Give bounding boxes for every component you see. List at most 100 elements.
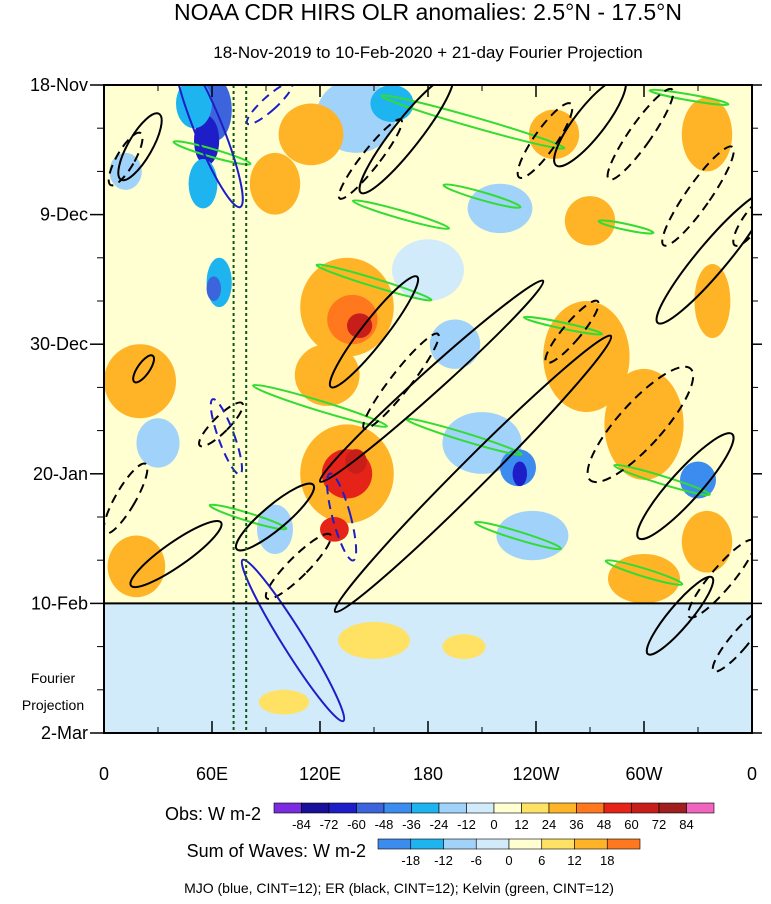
er-contour-positive: [655, 190, 752, 325]
x-axis: 0 60E 120E 180 120W 60W 0: [99, 85, 757, 784]
mjo-contour-negative: [326, 472, 358, 562]
obs-colorbar-tick-label: 36: [569, 817, 583, 832]
obs-colorbar-swatch: [273, 802, 302, 814]
waves-colorbar-tick-label: -6: [470, 853, 482, 868]
waves-colorbar-swatch: [541, 838, 575, 850]
projection-label-line2: Projection: [22, 697, 84, 713]
mjo-contour-positive: [173, 85, 244, 209]
olr-anomaly-blob: [442, 412, 522, 474]
obs-colorbar-swatch: [466, 802, 495, 814]
obs-colorbar-tick-label: 84: [679, 817, 693, 832]
olr-anomaly-blob: [467, 183, 533, 234]
obs-colorbar-tick-label: -24: [430, 817, 449, 832]
waves-colorbar-tick-label: 18: [600, 853, 614, 868]
obs-colorbar-tick-label: -36: [402, 817, 421, 832]
kelvin-contour: [172, 140, 252, 166]
waves-colorbar-swatch: [377, 838, 412, 850]
obs-colorbar-swatch: [631, 802, 660, 814]
obs-colorbar-swatch: [438, 802, 467, 814]
obs-colorbar-swatch: [383, 802, 412, 814]
waves-colorbar-swatch: [574, 838, 608, 850]
obs-colorbar-tick-label: 0: [490, 817, 497, 832]
obs-colorbar-swatch: [576, 802, 605, 814]
obs-colorbar-swatch: [411, 802, 440, 814]
plot-area: [104, 85, 752, 733]
y-tick-label: 10-Feb: [31, 593, 88, 613]
olr-anomaly-blob: [320, 517, 349, 542]
projection-anomaly-blob: [561, 671, 619, 709]
er-contour-negative: [586, 365, 695, 484]
projection-label-line1: Fourier: [31, 670, 76, 686]
reference-longitude-lines: [232, 85, 248, 733]
olr-anomaly-blob: [528, 109, 580, 160]
er-contour-positive: [553, 85, 627, 168]
x-tick-label: 0: [99, 764, 109, 784]
chart-title: NOAA CDR HIRS OLR anomalies: 2.5°N - 17.…: [174, 0, 682, 25]
er-contour-positive: [132, 354, 156, 384]
olr-anomaly-blob: [249, 152, 301, 215]
waves-colorbar-tick-label: 12: [567, 853, 581, 868]
obs-colorbar-tick-label: 48: [597, 817, 611, 832]
waves-colorbar-swatch: [475, 838, 510, 850]
waves-colorbar-tick-label: -18: [401, 853, 420, 868]
obs-colorbar-tick-label: -72: [320, 817, 339, 832]
er-contour-positive: [333, 334, 613, 614]
obs-colorbar-tick-label: -60: [347, 817, 366, 832]
olr-anomaly-blob: [370, 85, 414, 123]
kelvin-contour: [442, 183, 522, 209]
waves-colorbar-swatch: [508, 838, 543, 850]
waves-colorbar-tick-label: -12: [434, 853, 453, 868]
waves-colorbar-swatch: [410, 838, 444, 850]
er-contour-negative: [606, 87, 675, 181]
waves-colorbar: -18 -12 -6 0 6 12 18: [377, 838, 641, 868]
y-tick-label: 2-Mar: [41, 723, 88, 743]
er-contour-positive: [234, 482, 316, 552]
projection-anomaly-blob: [662, 658, 734, 709]
obs-colorbar-swatch: [686, 802, 715, 814]
er-contour-positive: [636, 432, 735, 541]
olr-anomaly-blob: [176, 85, 212, 129]
chart-subtitle: 18-Nov-2019 to 10-Feb-2020 + 21-day Four…: [213, 43, 643, 62]
kelvin-contour: [613, 463, 711, 497]
obs-colorbar-tick-label: 12: [514, 817, 528, 832]
er-contour-negative: [337, 118, 403, 200]
y-tick-label: 30-Dec: [30, 334, 88, 354]
mjo-contour-negative: [245, 85, 294, 126]
x-tick-label: 120W: [512, 764, 559, 784]
er-contour-negative: [264, 532, 332, 600]
er-contour-negative: [687, 538, 752, 619]
olr-anomaly-blob: [681, 510, 733, 573]
obs-colorbar-swatch: [356, 802, 385, 814]
er-contour-positive: [318, 279, 545, 483]
obs-colorbar-tick-label: -48: [375, 817, 394, 832]
kelvin-contour: [380, 94, 566, 150]
obs-colorbar-tick-label: 24: [542, 817, 556, 832]
obs-colorbar: -84 -72 -60 -48 -36 -24 -12 0 12 24 36 48 60 72 84: [273, 802, 715, 832]
olr-anomaly-blob: [564, 196, 616, 246]
kelvin-contour: [351, 199, 451, 230]
y-tick-label: 20-Jan: [33, 464, 88, 484]
x-tick-label: 180: [413, 764, 443, 784]
kelvin-contour: [315, 263, 433, 302]
er-contour-negative: [516, 102, 574, 179]
mjo-contour-positive: [240, 558, 346, 723]
y-tick-label: 9-Dec: [40, 205, 88, 225]
er-contour-negative: [544, 299, 600, 365]
obs-colorbar-swatch: [301, 802, 330, 814]
kelvin-contour: [208, 503, 288, 531]
obs-colorbar-tick-label: 60: [624, 817, 638, 832]
olr-anomaly-blob: [206, 276, 221, 301]
y-axis: 18-Nov 9-Dec 30-Dec 20-Jan 10-Feb 2-Mar: [30, 75, 762, 743]
obs-colorbar-swatch: [521, 802, 550, 814]
waves-colorbar-label: Sum of Waves: W m-2: [187, 841, 366, 861]
er-contour-positive: [358, 85, 455, 195]
obs-colorbar-swatch: [493, 802, 522, 814]
projection-anomaly-blob: [338, 621, 410, 659]
obs-colorbar-swatch: [658, 802, 687, 814]
er-contour-negative: [198, 401, 244, 448]
olr-anomaly-blob: [608, 554, 680, 604]
olr-anomaly-blob: [347, 313, 373, 339]
x-tick-label: 120E: [299, 764, 341, 784]
olr-anomaly-blob: [278, 103, 344, 166]
